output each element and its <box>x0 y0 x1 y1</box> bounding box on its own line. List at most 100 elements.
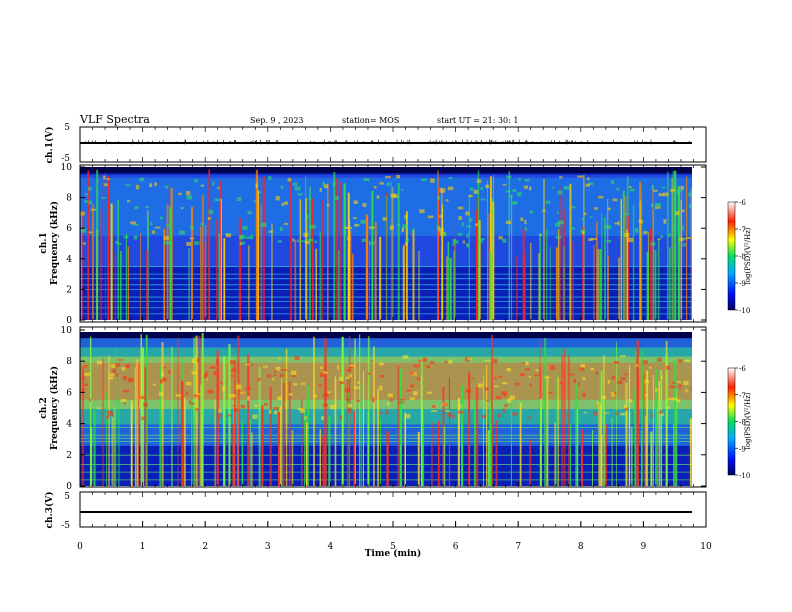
sferic-streak <box>473 400 476 486</box>
spectro-speckle <box>339 381 345 385</box>
spectro-speckle <box>577 382 581 386</box>
spectro-speckle <box>284 222 289 225</box>
spectro-speckle <box>466 225 472 228</box>
spectro-speckle <box>245 236 250 239</box>
spectro-speckle <box>346 369 352 372</box>
spectro-speckle <box>319 366 323 369</box>
ch2-channel-label: ch.2 <box>39 397 49 418</box>
sferic-streak <box>379 418 382 486</box>
spectro-speckle <box>672 382 676 384</box>
spectro-speckle <box>413 391 418 396</box>
spectro-speckle <box>582 392 586 397</box>
spectro-band <box>80 167 692 174</box>
sferic-streak <box>363 371 364 486</box>
date-label: Sep. 9 , 2023 <box>250 116 304 125</box>
sferic-streak <box>346 378 349 486</box>
spectro-speckle <box>268 409 272 414</box>
spectro-speckle <box>374 185 377 189</box>
spectro-speckle <box>123 235 129 239</box>
spectro-speckle <box>410 397 415 400</box>
spectro-speckle <box>268 230 274 233</box>
time-axis-ticks: 0 1 2 3 4 5 6 7 8 9 10 <box>77 521 712 552</box>
ch3-ytick-top: 5 <box>64 492 70 502</box>
sferic-streak <box>328 415 331 486</box>
sferic-streak <box>522 228 525 320</box>
spectro-speckle <box>404 217 408 220</box>
sferic-streak <box>81 367 85 486</box>
sferic-streak <box>492 201 495 320</box>
spectro-speckle <box>528 375 532 379</box>
station-label: station= MOS <box>342 116 399 125</box>
spectro-speckle <box>430 178 435 183</box>
spectro-speckle <box>349 364 356 367</box>
sferic-streak <box>163 228 166 320</box>
sferic-streak <box>392 186 394 320</box>
spectro-speckle <box>189 237 195 240</box>
freq-tick-label: 4 <box>66 420 72 430</box>
spectro-speckle <box>617 221 620 226</box>
spectro-speckle <box>529 383 532 387</box>
spectro-speckle <box>121 367 126 371</box>
spectro-speckle <box>457 233 463 236</box>
sferic-streak <box>354 338 357 486</box>
sferic-streak <box>390 181 392 320</box>
spectro-speckle <box>438 227 444 232</box>
spectro-speckle <box>203 373 207 379</box>
sferic-streak <box>639 200 642 320</box>
sferic-streak <box>136 359 139 486</box>
time-tick-label: 3 <box>265 542 271 552</box>
spectro-speckle <box>257 377 261 382</box>
sferic-streak <box>510 388 512 486</box>
spectro-speckle <box>88 200 93 205</box>
freq-tick-label: 2 <box>66 451 72 461</box>
sferic-streak <box>322 435 325 486</box>
sferic-streak <box>130 400 133 486</box>
spectro-speckle <box>89 398 92 402</box>
spectro-speckle <box>627 237 634 243</box>
spectro-speckle <box>249 234 254 240</box>
spectro-speckle <box>682 209 685 213</box>
spectro-speckle <box>492 358 498 364</box>
spectro-speckle <box>398 401 405 404</box>
sferic-streak <box>201 194 204 320</box>
spectro-speckle <box>273 374 277 377</box>
spectro-speckle <box>431 410 438 412</box>
sferic-streak <box>530 242 532 320</box>
sferic-streak <box>599 369 601 486</box>
spectro-speckle <box>386 182 391 186</box>
spectro-speckle <box>280 185 284 189</box>
sferic-streak <box>285 348 288 486</box>
sferic-streak <box>575 383 578 486</box>
spectro-speckle <box>361 238 367 242</box>
spectro-speckle <box>573 378 576 384</box>
spectro-speckle <box>431 405 436 408</box>
sferic-streak <box>650 228 653 320</box>
spectro-speckle <box>117 359 124 361</box>
spectro-speckle <box>160 216 163 220</box>
spectro-speckle <box>476 179 482 184</box>
spectro-speckle <box>158 392 164 396</box>
sferic-streak <box>583 174 585 320</box>
spectro-speckle <box>478 383 484 388</box>
spectro-speckle <box>414 364 420 368</box>
spectro-speckle <box>402 355 409 359</box>
sferic-streak <box>237 335 240 486</box>
sferic-streak <box>599 248 602 320</box>
spectro-speckle <box>154 182 157 186</box>
spectro-speckle <box>208 209 214 214</box>
spectro-speckle <box>582 376 586 381</box>
sferic-streak <box>448 377 451 486</box>
sferic-streak <box>611 417 613 486</box>
sferic-streak <box>523 253 526 320</box>
spectro-speckle <box>484 360 491 362</box>
colorbar-tick-label: -10 <box>739 472 750 480</box>
spectro-speckle <box>107 411 114 416</box>
sferic-streak <box>572 241 574 320</box>
spectro-speckle <box>457 206 464 210</box>
spectro-speckle <box>668 397 674 401</box>
spectro-speckle <box>291 375 296 377</box>
sferic-streak <box>107 176 110 320</box>
spectro-speckle <box>478 240 483 244</box>
spectro-speckle <box>579 366 584 371</box>
spectro-speckle <box>112 368 117 373</box>
